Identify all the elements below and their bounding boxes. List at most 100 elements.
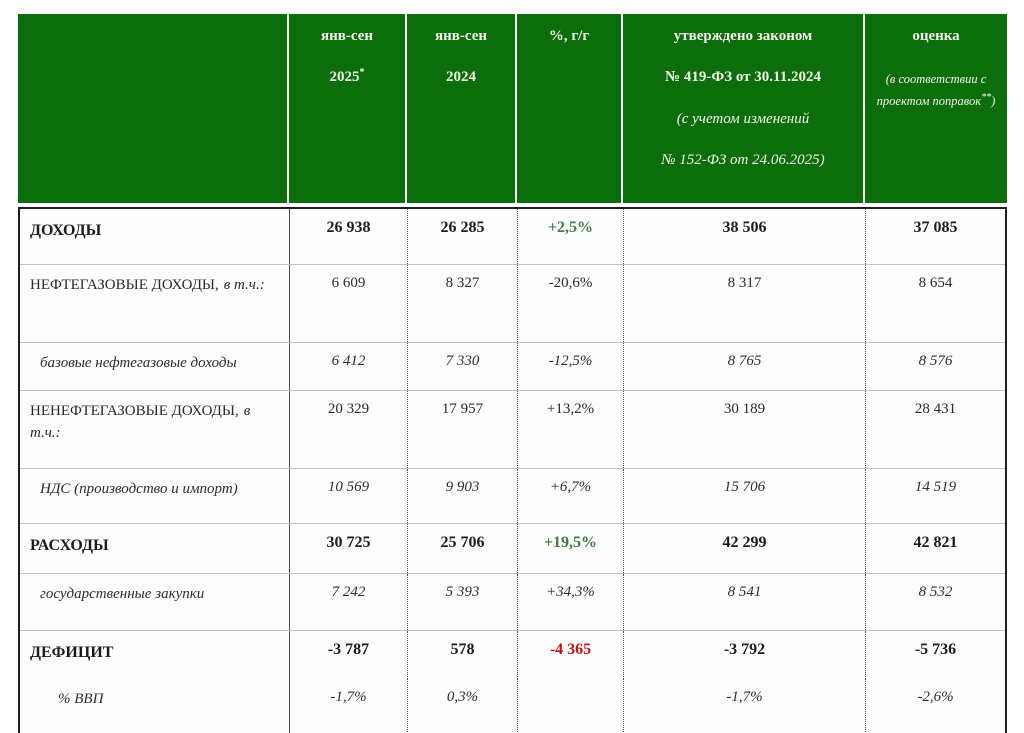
header-col-approved-by-law: утверждено законом № 419-ФЗ от 30.11.202… [623,14,865,203]
text: +13,2% [546,401,595,417]
text: ДОХОДЫ [30,222,102,239]
header-col-labels-empty [18,14,289,203]
text: -3 792 [723,641,766,658]
text: -1,7% [330,689,367,705]
text: утверждено законом [673,28,813,44]
cell-value: 8 654 [865,265,1005,342]
text: -4 365 [549,641,592,658]
text: НДС (производство и импорт) [40,481,238,497]
text: 8 317 [727,275,762,291]
text: 8 541 [727,584,762,600]
text: +34,3% [546,584,595,600]
text: 25 706 [440,534,485,551]
text: янв-сен [321,28,373,44]
cell-value: 14 519 [865,469,1005,523]
cell-value: 8 576 [865,343,1005,390]
table-row-non-oil-gas-revenues: НЕНЕФТЕГАЗОВЫЕ ДОХОДЫ, в т.ч.: 20 329 17 … [20,390,1005,468]
cell-value: -1,7% [289,679,407,733]
header-law-line: утверждено законом [674,28,813,45]
text: 10 569 [327,479,370,495]
text: РАСХОДЫ [30,537,109,554]
row-label: ДОХОДЫ [20,209,289,264]
text: -1,7% [726,689,763,705]
cell-value: 6 609 [289,265,407,342]
row-label: РАСХОДЫ [20,524,289,573]
footnote-asterisk: * [359,67,365,79]
cell-value: 0,3% [407,679,517,733]
header-col-yoy-percent: %, г/г [517,14,623,203]
text: 42 821 [913,534,958,551]
header-period-label: янв-сен [321,28,373,45]
text: базовые нефтегазовые доходы [40,355,237,371]
text: %, г/г [548,28,590,44]
budget-table: янв-сен 2025* янв-сен 2024 %, г/г утверж… [18,14,1007,733]
text: янв-сен [435,28,487,44]
cell-value: 15 706 [623,469,865,523]
cell-value: 6 412 [289,343,407,390]
header-law-line: (с учетом изменений [677,111,810,128]
text: 26 938 [326,219,371,236]
cell-value: -2,6% [865,679,1005,733]
cell-yoy-change: +2,5% [517,209,623,264]
cell-value: 7 242 [289,574,407,630]
cell-value: 30 725 [289,524,407,573]
cell-value: -5 736 [865,631,1005,679]
text: 26 285 [440,219,485,236]
text: 38 506 [722,219,767,236]
text: 30 725 [326,534,371,551]
text: ДЕФИЦИТ [30,644,114,661]
text: -20,6% [548,275,593,291]
text: 30 189 [723,401,766,417]
text: 8 654 [918,275,953,291]
cell-yoy-change [517,679,623,733]
text: 8 765 [727,353,762,369]
text: 7 242 [331,584,366,600]
text: № 419-ФЗ от 30.11.2024 [665,69,821,86]
text: 6 609 [331,275,366,291]
text: 6 412 [331,353,366,369]
header-year-label: 2024 [446,69,476,86]
cell-value: 42 299 [623,524,865,573]
text: 28 431 [914,401,957,417]
table-row-vat: НДС (производство и импорт) 10 569 9 903… [20,468,1005,523]
header-col-jan-sep-2024: янв-сен 2024 [407,14,517,203]
cell-value: 8 765 [623,343,865,390]
text: 37 085 [913,219,958,236]
text: НЕФТЕГАЗОВЫЕ ДОХОДЫ, [30,277,219,293]
cell-value: 5 393 [407,574,517,630]
cell-value: 20 329 [289,391,407,468]
row-label-suffix: в т.ч.: [30,403,251,441]
row-label: % ВВП [20,679,289,733]
text: 20 329 [327,401,370,417]
cell-value: -3 787 [289,631,407,679]
text: 0,3% [446,689,479,705]
header-yoy-label: %, г/г [549,28,589,45]
cell-yoy-change: +13,2% [517,391,623,468]
cell-yoy-change: -4 365 [517,631,623,679]
text: (в соответствии с проектом поправок [876,72,987,109]
cell-value: 578 [407,631,517,679]
table-row-base-oil-gas-revenues: базовые нефтегазовые доходы 6 412 7 330 … [20,342,1005,390]
cell-value: 37 085 [865,209,1005,264]
row-label: НЕФТЕГАЗОВЫЕ ДОХОДЫ, в т.ч.: [20,265,289,342]
header-col-jan-sep-2025: янв-сен 2025* [289,14,407,203]
table-row-oil-gas-revenues: НЕФТЕГАЗОВЫЕ ДОХОДЫ, в т.ч.: 6 609 8 327 … [20,264,1005,342]
cell-value: 10 569 [289,469,407,523]
table-body: ДОХОДЫ 26 938 26 285 +2,5% 38 506 37 085… [18,207,1007,733]
text: 5 393 [445,584,480,600]
header-estimate-note: (в соответствии с проектом поправок**) [872,69,1000,113]
cell-value: 26 285 [407,209,517,264]
text: +6,7% [549,479,592,495]
table-row-revenues: ДОХОДЫ 26 938 26 285 +2,5% 38 506 37 085 [20,209,1005,264]
text: государственные закупки [40,586,205,602]
text: (с учетом изменений [676,110,810,127]
text: 2024 [446,69,476,86]
cell-yoy-change: +6,7% [517,469,623,523]
cell-value: 8 327 [407,265,517,342]
table-row-deficit: ДЕФИЦИТ -3 787 578 -4 365 -3 792 -5 736 [20,630,1005,679]
table-row-percent-gdp: % ВВП -1,7% 0,3% -1,7% -2,6% [20,679,1005,733]
header-col-estimate: оценка (в соответствии с проектом поправ… [865,14,1007,203]
row-label: НЕНЕФТЕГАЗОВЫЕ ДОХОДЫ, в т.ч.: [20,391,289,468]
text: 578 [450,641,475,658]
